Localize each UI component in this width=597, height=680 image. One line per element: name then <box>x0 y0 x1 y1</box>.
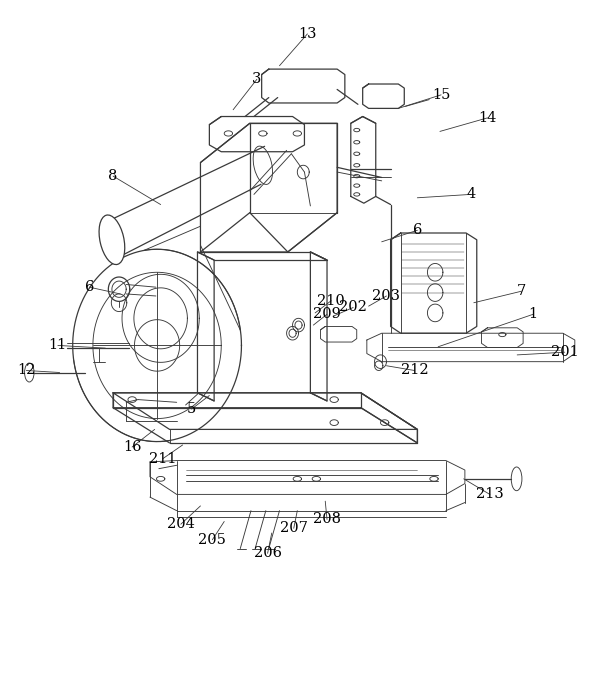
Text: 209: 209 <box>313 307 341 321</box>
Text: 1: 1 <box>529 307 538 321</box>
Text: 210: 210 <box>318 294 345 308</box>
Text: 14: 14 <box>478 111 497 125</box>
Text: 204: 204 <box>167 517 195 531</box>
Text: 12: 12 <box>17 364 36 377</box>
Text: 6: 6 <box>85 280 94 294</box>
Ellipse shape <box>99 215 125 265</box>
Text: 7: 7 <box>517 284 526 299</box>
Text: 16: 16 <box>123 440 141 454</box>
Text: 15: 15 <box>432 88 450 102</box>
Text: 201: 201 <box>551 345 578 359</box>
Text: 6: 6 <box>413 223 422 237</box>
Text: 205: 205 <box>198 533 226 547</box>
Text: 211: 211 <box>149 452 177 466</box>
Text: 206: 206 <box>254 546 282 560</box>
Text: 203: 203 <box>373 289 401 303</box>
Text: 11: 11 <box>49 339 67 352</box>
Text: 13: 13 <box>298 27 316 41</box>
Text: 3: 3 <box>252 72 261 86</box>
Text: 5: 5 <box>187 402 196 416</box>
Text: 213: 213 <box>476 488 504 501</box>
Text: 207: 207 <box>280 522 307 535</box>
Text: 208: 208 <box>313 513 341 526</box>
Text: 4: 4 <box>466 188 475 201</box>
Text: 202: 202 <box>339 301 367 314</box>
Text: 212: 212 <box>401 364 428 377</box>
Text: 8: 8 <box>109 169 118 183</box>
